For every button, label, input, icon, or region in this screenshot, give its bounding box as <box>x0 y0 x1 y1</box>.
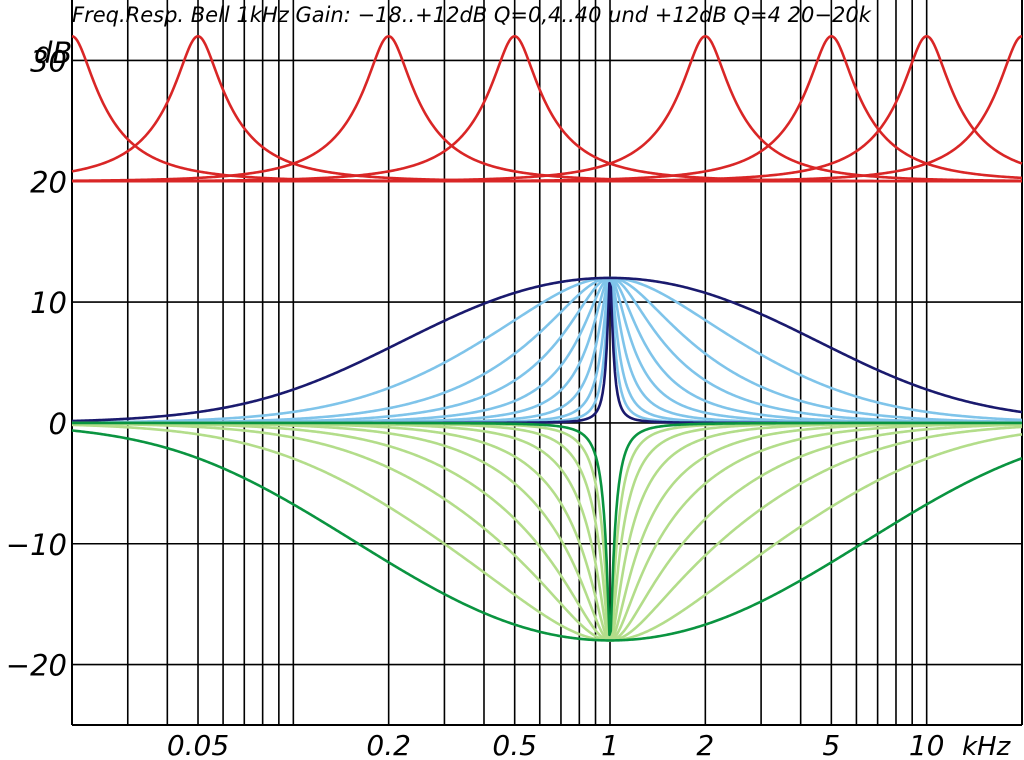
x-tick-label: 0.05 <box>167 729 229 760</box>
boost-curve <box>71 276 1023 424</box>
y-tick-label: 20 <box>30 165 67 199</box>
x-tick-label: 0.5 <box>492 729 537 760</box>
x-axis-unit-label: kHz <box>962 732 1012 760</box>
y-tick-label: 30 <box>30 44 67 78</box>
x-tick-label: 2 <box>696 729 714 760</box>
cut-curve <box>71 429 1023 642</box>
y-tick-label: 0 <box>49 407 67 441</box>
bell-curve-offset <box>72 34 1023 183</box>
y-tick-label: −10 <box>6 528 67 562</box>
y-tick-label: −20 <box>6 649 67 683</box>
x-tick-label: 5 <box>822 729 840 760</box>
y-tick-label: 10 <box>30 286 67 320</box>
cut-curve <box>72 421 1023 642</box>
curves-layer <box>71 34 1023 642</box>
boost-curve <box>71 276 1023 423</box>
cut-curve <box>72 421 1022 637</box>
y-axis-label: dB <box>34 36 72 70</box>
x-tick-label: 1 <box>601 729 619 760</box>
x-tick-label: 0.2 <box>366 729 411 760</box>
grid-lines <box>71 0 1023 726</box>
x-tick-label: 10 <box>909 729 945 760</box>
cut-curve <box>71 422 1023 642</box>
cut-curve <box>71 423 1023 642</box>
labels-layer: 30 20 10 0 −10 −20 0.05 0.2 0.5 1 2 5 10 <box>6 44 945 760</box>
chart-title: Freq.Resp. Bell 1kHz Gain: −18..+12dB Q=… <box>72 3 872 27</box>
